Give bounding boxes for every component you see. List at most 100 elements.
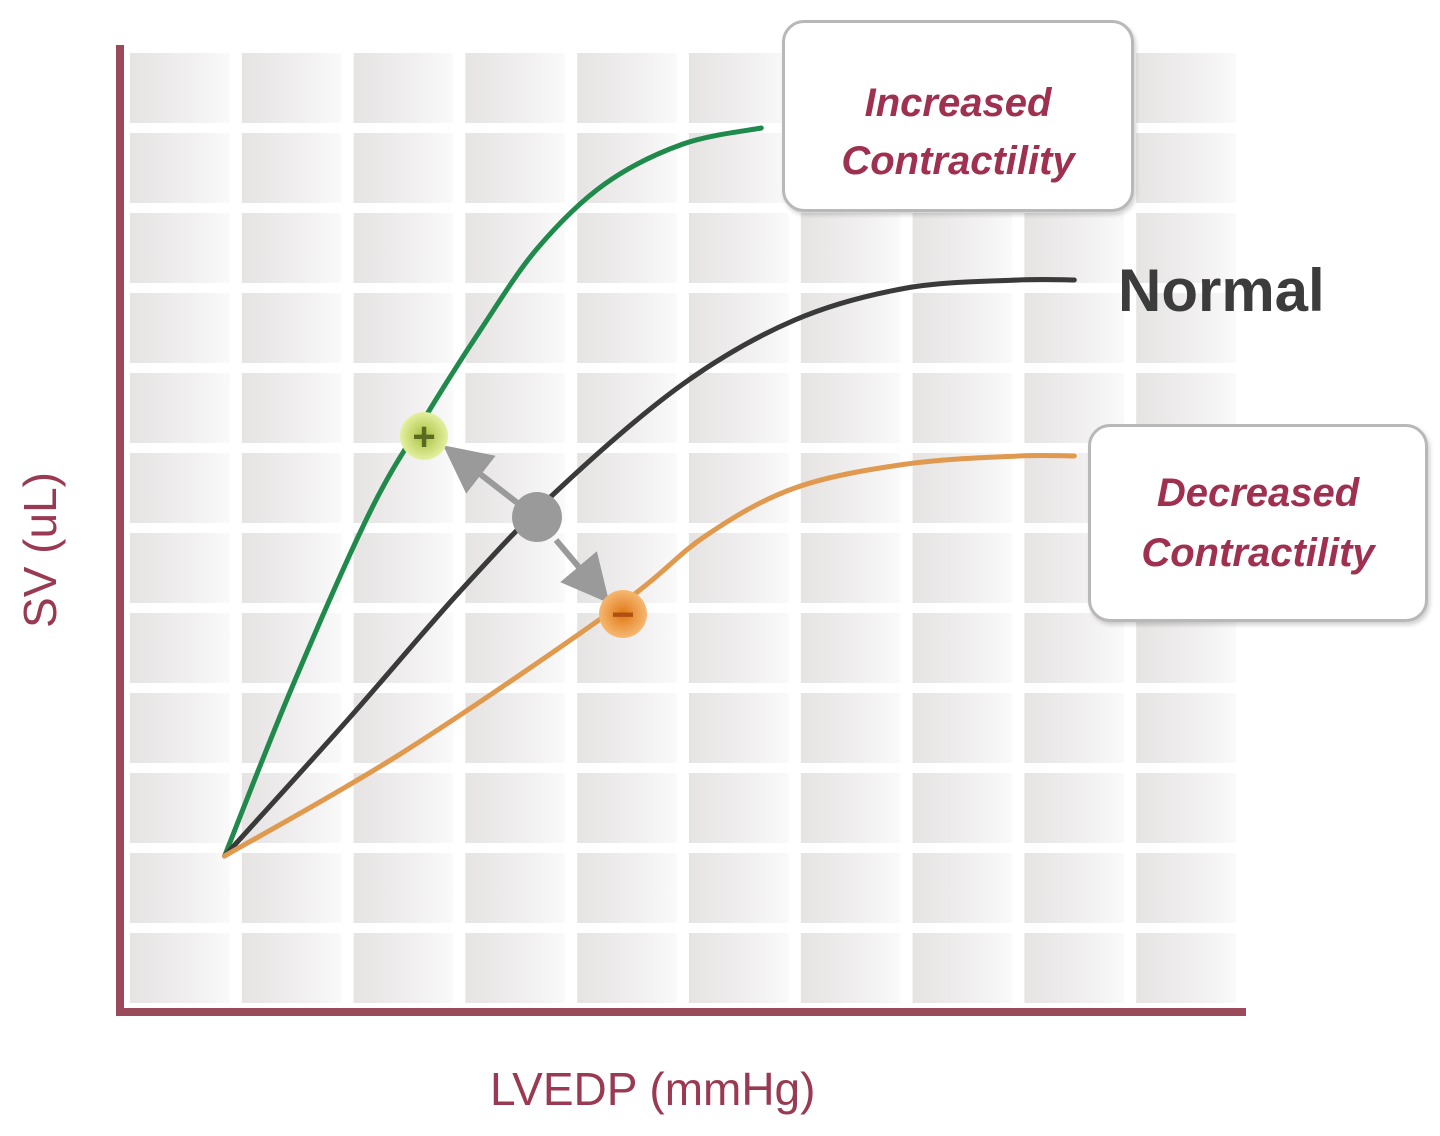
increased-contractility-curve (222, 125, 764, 859)
grid-cell (241, 533, 342, 603)
grid-cell (800, 853, 901, 923)
grid-cell (353, 933, 454, 1003)
grid-cell (241, 453, 342, 523)
increased-contractility-label-box: Increased Contractility (782, 20, 1134, 212)
grid-cell (689, 453, 789, 523)
grid-cell (577, 853, 677, 923)
grid-cell (689, 133, 789, 203)
grid-cell (1136, 53, 1236, 123)
grid-cell (130, 213, 230, 283)
grid-cell (912, 933, 1013, 1003)
grid-cell (912, 693, 1013, 763)
grid-cell (912, 773, 1013, 843)
grid-cell (465, 53, 566, 123)
increased-label-line2: Contractility (841, 139, 1075, 183)
grid-cell (241, 693, 342, 763)
grid-cell (1024, 693, 1125, 763)
grid-cell (353, 53, 454, 123)
grid-cell (577, 213, 677, 283)
grid-cell (800, 293, 901, 363)
grid-cell (689, 533, 789, 603)
grid-cell (800, 933, 901, 1003)
grid-cell (241, 213, 342, 283)
markers: + − (400, 412, 647, 638)
grid-cell (689, 853, 789, 923)
grid-cell (1024, 613, 1125, 683)
grid-cell (241, 933, 342, 1003)
grid-cell (1024, 933, 1125, 1003)
grid-cell (800, 373, 901, 443)
plus-icon: + (412, 415, 435, 459)
grid-cell (130, 773, 230, 843)
grid-cell (912, 853, 1013, 923)
grid-cell (689, 933, 789, 1003)
grid-cell (465, 213, 566, 283)
grid-cell (1136, 933, 1236, 1003)
grid-cell (577, 933, 677, 1003)
grid-cell (130, 293, 230, 363)
grid-cell (577, 53, 677, 123)
grid-cell (577, 453, 677, 523)
grid-cell (465, 133, 566, 203)
grid-cell (912, 293, 1013, 363)
grid-cell (1024, 213, 1125, 283)
grid-cell (241, 293, 342, 363)
increase-arrow (443, 445, 522, 508)
decreased-contractility-label-box: Decreased Contractility (1088, 424, 1428, 622)
grid-cell (353, 613, 454, 683)
grid-cell (800, 773, 901, 843)
grid-cell (912, 453, 1013, 523)
increased-label-line1: Increased (864, 81, 1052, 125)
grid-cell (1024, 773, 1125, 843)
grid-cell (465, 613, 566, 683)
grid-cell (800, 213, 901, 283)
normal-curve (222, 276, 1077, 859)
grid-cell (577, 373, 677, 443)
grid-cell (465, 693, 566, 763)
grid-cell (353, 133, 454, 203)
grid-cell (1136, 773, 1236, 843)
y-axis-label: SV (uL) (10, 430, 70, 670)
minus-icon: − (611, 593, 634, 637)
grid-cell (130, 133, 230, 203)
grid-cell (465, 933, 566, 1003)
grid-cell (241, 53, 342, 123)
grid-cell (912, 213, 1013, 283)
grid-cell (130, 373, 230, 443)
grid-cell (689, 693, 789, 763)
decreased-label-line2: Contractility (1141, 531, 1375, 575)
grid-cell (241, 613, 342, 683)
grid-cell (912, 533, 1013, 603)
grid-cell (689, 213, 789, 283)
axes (116, 45, 1246, 1016)
grid-cell (353, 533, 454, 603)
decreased-label-line1: Decreased (1156, 471, 1360, 515)
grid-cell (577, 693, 677, 763)
grid-cell (241, 853, 342, 923)
grid-cell (1136, 213, 1236, 283)
curves (222, 125, 1077, 859)
grid-cell (353, 213, 454, 283)
increased-operating-point (400, 412, 448, 460)
grid-cell (912, 613, 1013, 683)
decreased-contractility-curve (222, 452, 1077, 859)
grid-cell (130, 533, 230, 603)
grid-cell (1136, 613, 1236, 683)
grid-cell (241, 133, 342, 203)
grid-cell (1136, 133, 1236, 203)
grid-cell (1024, 853, 1125, 923)
grid-cell (353, 293, 454, 363)
grid-cell (1024, 293, 1125, 363)
grid-cell (800, 533, 901, 603)
grid-cell (465, 373, 566, 443)
grid-cell (130, 453, 230, 523)
grid-cell (130, 853, 230, 923)
grid-cell (577, 293, 677, 363)
grid-cell (241, 373, 342, 443)
grid-cell (1136, 693, 1236, 763)
x-axis-label: LVEDP (mmHg) (490, 1063, 816, 1115)
grid-cell (800, 693, 901, 763)
normal-curve-label: Normal (1118, 257, 1325, 324)
grid-cell (353, 773, 454, 843)
grid-cell (1136, 293, 1236, 363)
